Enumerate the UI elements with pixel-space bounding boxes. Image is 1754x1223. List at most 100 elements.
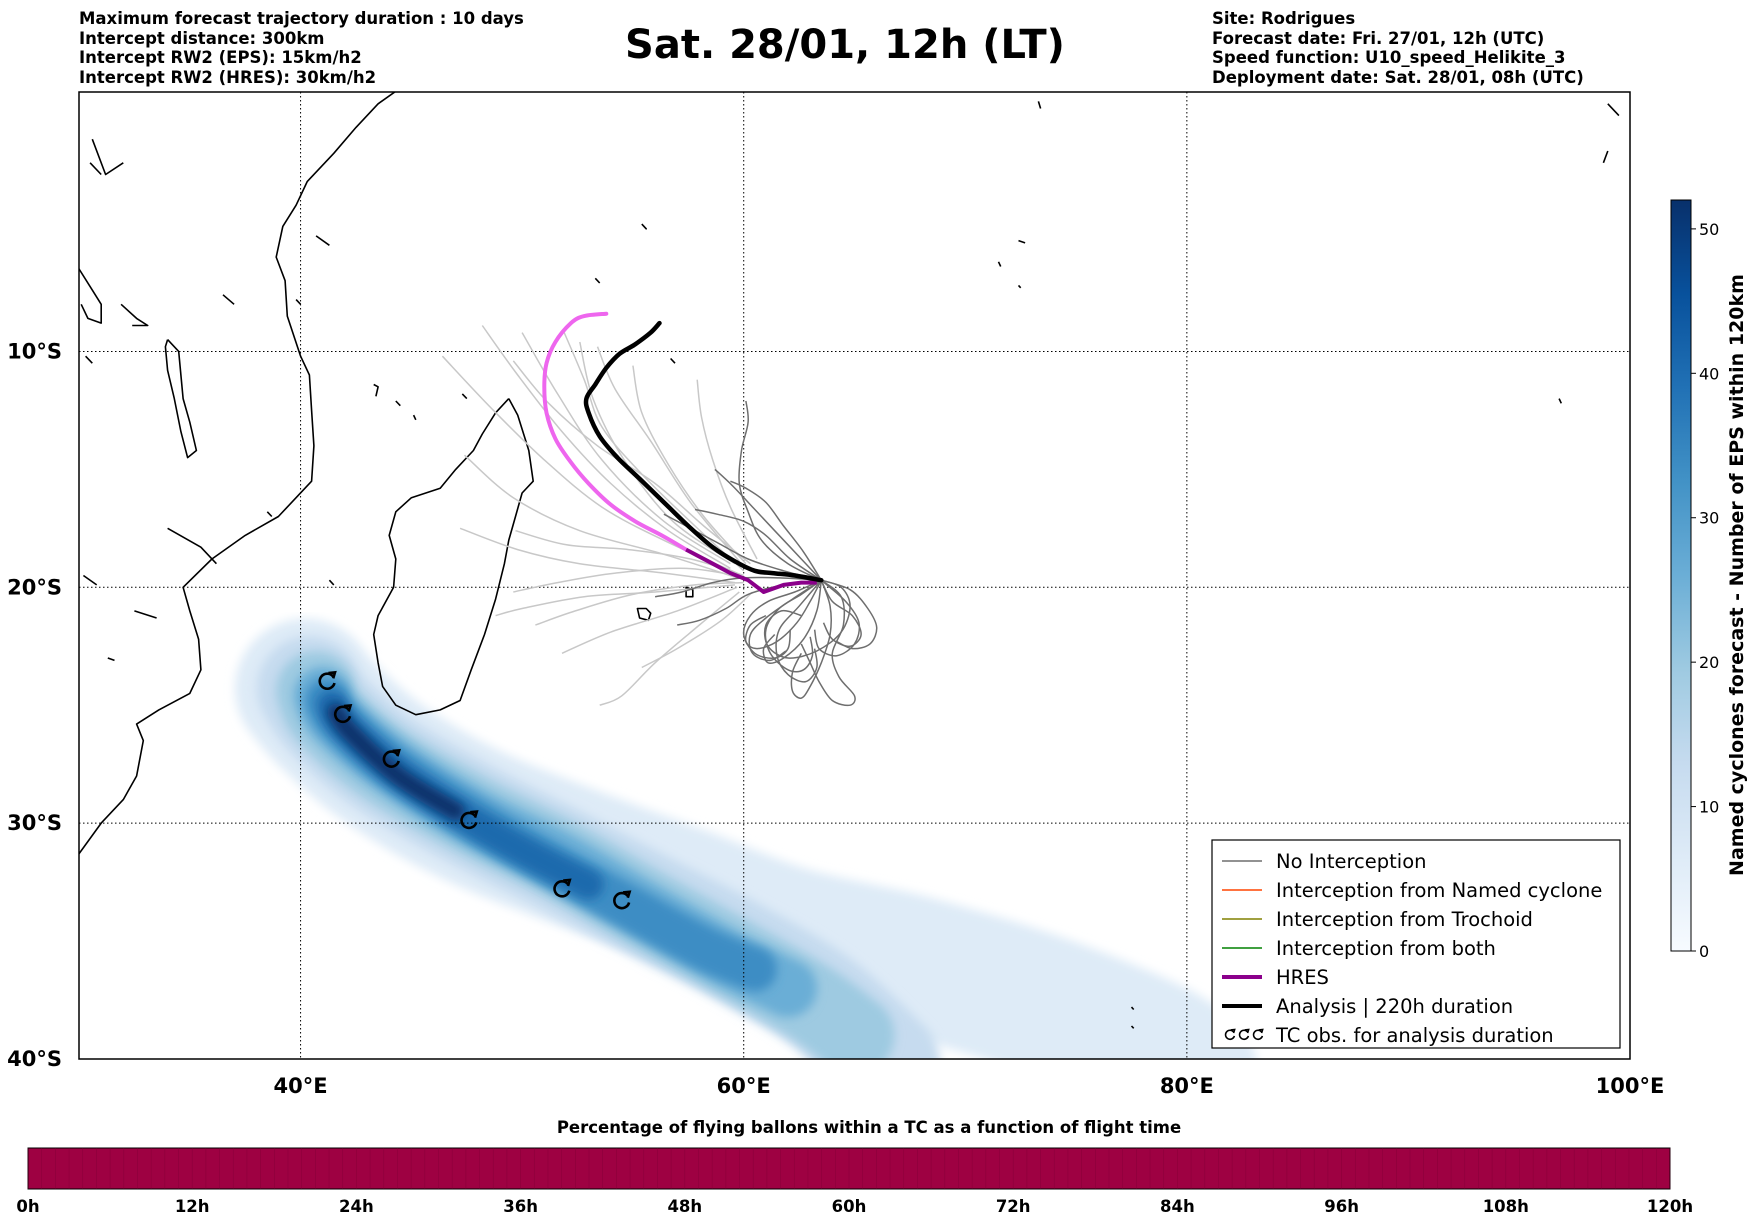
colorbar-bottom-tick-label: 120h xyxy=(1647,1197,1693,1216)
lat-tick-label: 10°S xyxy=(7,339,62,363)
eps-trajectory xyxy=(775,579,822,683)
eps-trajectory xyxy=(515,529,744,577)
eps-trajectory xyxy=(561,586,738,654)
eps-trajectory xyxy=(813,579,861,657)
colorbar-right-label: Named cyclones forecast - Number of EPS … xyxy=(1726,274,1748,876)
island xyxy=(85,355,93,364)
coastline xyxy=(120,303,149,327)
header-right-line: Site: Rodrigues xyxy=(1212,9,1356,28)
tc-obs-symbol xyxy=(553,878,572,898)
island xyxy=(1130,1025,1135,1029)
header-right-line: Speed function: U10_speed_Helikite_3 xyxy=(1212,48,1566,67)
eps-trajectory xyxy=(748,579,822,662)
coastline xyxy=(167,527,217,565)
colorbar-bottom-title: Percentage of flying ballons within a TC… xyxy=(557,1118,1181,1137)
island xyxy=(636,607,652,622)
eps-trajectory xyxy=(730,480,822,581)
island xyxy=(997,261,1002,267)
tc-obs-hook xyxy=(622,890,632,899)
legend: No Interception Interception from Named c… xyxy=(1211,839,1621,1049)
legend-label: Analysis | 220h duration xyxy=(1276,995,1513,1018)
main-tracks xyxy=(542,311,824,594)
lat-tick-label: 20°S xyxy=(7,575,62,599)
island xyxy=(395,400,401,407)
analysis-track xyxy=(583,320,824,583)
eps-trajectory xyxy=(738,400,822,581)
legend-label: Interception from both xyxy=(1276,937,1496,960)
header-right-line: Forecast date: Fri. 27/01, 12h (UTC) xyxy=(1212,28,1545,48)
island xyxy=(295,299,302,305)
legend-label: Interception from Named cyclone xyxy=(1276,879,1602,902)
eps-trajectories xyxy=(441,325,878,707)
island xyxy=(461,393,468,400)
island xyxy=(89,162,102,176)
gridlines xyxy=(79,92,1630,1059)
island xyxy=(1607,103,1620,117)
tc-obs-hook xyxy=(1230,1028,1236,1034)
tc-obs-hook xyxy=(343,704,353,712)
tc-obs-symbol xyxy=(1238,1028,1250,1040)
island xyxy=(1018,239,1026,244)
colorbar-bottom-tick-label: 84h xyxy=(1160,1197,1195,1216)
lat-tick-label: 40°S xyxy=(7,1047,62,1071)
colorbar-right-tick-label: 40 xyxy=(1699,364,1719,383)
island xyxy=(1037,101,1042,109)
axis-labels: 40°E 60°E 80°E 100°E 10°S 20°S 30°S 40°S xyxy=(7,339,1664,1098)
eps-trajectory xyxy=(821,579,878,650)
header-left-info: Maximum forecast trajectory duration : 1… xyxy=(79,9,524,87)
map-frame xyxy=(78,91,1631,1060)
header-right-info: Site: Rodrigues Forecast date: Fri. 27/0… xyxy=(1212,9,1584,87)
lon-tick-label: 40°E xyxy=(274,1074,328,1098)
colorbar-right-tick-label: 10 xyxy=(1699,798,1719,817)
island xyxy=(594,277,601,284)
colorbar-bottom-tick-label: 36h xyxy=(503,1197,538,1216)
colorbar-bottom: Percentage of flying ballons within a TC… xyxy=(16,1118,1693,1216)
coastline xyxy=(79,92,397,855)
coastline xyxy=(164,339,198,459)
tc-obs-symbol xyxy=(318,670,337,690)
eps-trajectory xyxy=(495,584,735,617)
eps-trajectory xyxy=(632,365,747,565)
coastline xyxy=(91,138,124,176)
eps-trajectory xyxy=(641,591,754,669)
header-left-line: Intercept distance: 300km xyxy=(79,28,325,48)
island xyxy=(266,511,273,518)
colorbar-right-bar xyxy=(1670,199,1692,952)
colorbar-right-tick-label: 30 xyxy=(1699,509,1719,528)
header-left-line: Intercept RW2 (EPS): 15km/h2 xyxy=(79,48,362,67)
tc-obs-hook xyxy=(1244,1028,1250,1034)
header-right-line: Deployment date: Sat. 28/01, 08h (UTC) xyxy=(1212,67,1584,87)
island xyxy=(670,357,676,364)
eps-trajectory xyxy=(694,508,822,581)
island xyxy=(315,235,330,246)
colorbar-bottom-tick-label: 24h xyxy=(339,1197,374,1216)
eps-trajectory xyxy=(513,567,749,593)
eps-trajectory xyxy=(464,454,738,579)
colorbar-right-tick-label: 0 xyxy=(1699,942,1709,961)
eps-trajectory xyxy=(563,332,745,572)
island xyxy=(222,294,235,305)
eps-trajectory xyxy=(579,341,736,565)
island xyxy=(1130,1006,1135,1011)
colorbar-bottom-tick-label: 12h xyxy=(175,1197,210,1216)
hres-forecast-track xyxy=(542,311,689,552)
coastline xyxy=(134,610,157,619)
tc-obs-symbol xyxy=(460,810,479,830)
legend-label: TC obs. for analysis duration xyxy=(1275,1024,1554,1047)
tc-obs-symbol xyxy=(613,890,632,910)
lat-tick-label: 30°S xyxy=(7,811,62,835)
eps-trajectory xyxy=(481,325,731,570)
colorbar-bottom-tick-label: 0h xyxy=(16,1197,39,1216)
tc-obs-symbol xyxy=(382,748,401,768)
header-left-line: Intercept RW2 (HRES): 30km/h2 xyxy=(79,67,377,87)
legend-label: No Interception xyxy=(1276,850,1427,873)
eps-trajectory xyxy=(654,576,822,598)
tc-obs-hook xyxy=(328,670,337,679)
tc-obs-hook xyxy=(563,878,572,887)
island xyxy=(641,223,647,230)
legend-label: HRES xyxy=(1276,966,1329,989)
colorbar-right: 0 10 20 30 40 50 Named cyclones forecast - Nu… xyxy=(1670,199,1748,961)
eps-trajectory xyxy=(441,355,738,574)
colorbar-bottom-tick-label: 48h xyxy=(667,1197,702,1216)
